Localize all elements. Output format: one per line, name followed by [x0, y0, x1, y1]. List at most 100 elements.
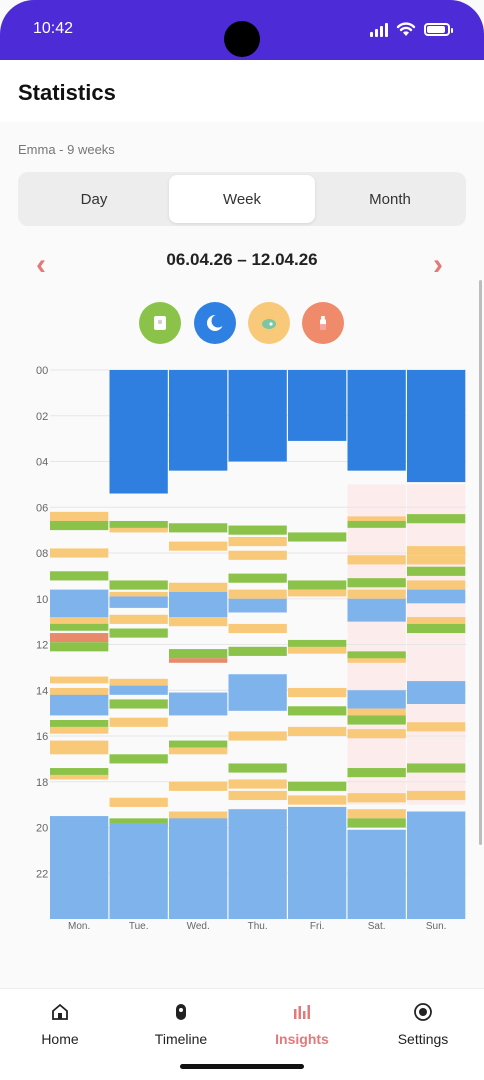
- event-diaper[interactable]: [169, 740, 228, 750]
- event-feeding[interactable]: [347, 658, 406, 663]
- event-sleep_light[interactable]: [228, 809, 287, 919]
- event-diaper[interactable]: [228, 646, 287, 656]
- event-feeding[interactable]: [228, 536, 287, 547]
- event-sleep_light[interactable]: [347, 690, 406, 709]
- event-sleep_light[interactable]: [347, 598, 406, 622]
- nav-home[interactable]: Home: [5, 1001, 115, 1049]
- event-sleep_light[interactable]: [109, 822, 168, 919]
- event-feeding[interactable]: [288, 726, 347, 736]
- event-sleep_light[interactable]: [169, 692, 228, 716]
- filter-feeding[interactable]: [248, 302, 290, 344]
- event-feeding[interactable]: [407, 546, 466, 556]
- event-feeding[interactable]: [50, 511, 109, 521]
- event-feeding[interactable]: [50, 548, 109, 558]
- event-diaper[interactable]: [50, 642, 109, 652]
- filter-diaper[interactable]: [139, 302, 181, 344]
- event-feeding[interactable]: [169, 781, 228, 791]
- event-feeding[interactable]: [169, 541, 228, 551]
- event-feeding[interactable]: [228, 731, 287, 741]
- event-feeding[interactable]: [109, 678, 168, 688]
- event-sleep_light[interactable]: [288, 806, 347, 919]
- event-diaper[interactable]: [347, 651, 406, 661]
- event-diaper[interactable]: [50, 768, 109, 778]
- event-feeding[interactable]: [288, 795, 347, 805]
- event-diaper[interactable]: [288, 580, 347, 590]
- event-diaper[interactable]: [288, 781, 347, 791]
- event-feeding[interactable]: [228, 779, 287, 789]
- event-feeding[interactable]: [347, 555, 406, 565]
- event-sleep_light[interactable]: [407, 811, 466, 919]
- event-feeding[interactable]: [407, 617, 466, 624]
- event-sleep_dark[interactable]: [169, 370, 228, 471]
- event-sleep_light[interactable]: [109, 596, 168, 608]
- event-feeding[interactable]: [407, 555, 466, 565]
- event-diaper[interactable]: [347, 768, 406, 778]
- event-feeding[interactable]: [407, 790, 466, 801]
- nav-timeline[interactable]: Timeline: [126, 1001, 236, 1049]
- filter-bottle[interactable]: [302, 302, 344, 344]
- event-diaper[interactable]: [109, 699, 168, 709]
- event-diaper[interactable]: [347, 715, 406, 725]
- event-feeding[interactable]: [228, 550, 287, 560]
- event-diaper[interactable]: [228, 763, 287, 773]
- event-feeding[interactable]: [347, 793, 406, 803]
- event-feeding[interactable]: [50, 676, 109, 684]
- event-sleep_light[interactable]: [407, 681, 466, 704]
- event-bottle[interactable]: [169, 658, 228, 663]
- event-feeding[interactable]: [288, 687, 347, 698]
- event-feeding[interactable]: [50, 617, 109, 627]
- event-diaper[interactable]: [407, 763, 466, 773]
- event-diaper[interactable]: [50, 520, 109, 531]
- tab-month[interactable]: Month: [369, 190, 411, 208]
- nav-settings[interactable]: Settings: [368, 1001, 478, 1049]
- event-feeding[interactable]: [50, 774, 109, 780]
- tab-day[interactable]: Day: [80, 190, 108, 208]
- event-diaper[interactable]: [109, 754, 168, 764]
- event-diaper[interactable]: [109, 580, 168, 590]
- event-feeding[interactable]: [347, 516, 406, 524]
- chevron-right-icon[interactable]: ›: [433, 248, 443, 281]
- event-diaper[interactable]: [228, 573, 287, 583]
- event-sleep_light[interactable]: [169, 818, 228, 919]
- event-diaper[interactable]: [347, 818, 406, 828]
- scrollbar[interactable]: [479, 280, 482, 845]
- event-diaper[interactable]: [50, 571, 109, 581]
- event-sleep_light[interactable]: [228, 674, 287, 711]
- tab-week[interactable]: Week: [169, 175, 315, 223]
- event-sleep_light[interactable]: [50, 694, 109, 716]
- event-diaper[interactable]: [407, 566, 466, 576]
- chevron-left-icon[interactable]: ‹: [36, 248, 46, 281]
- event-feeding[interactable]: [109, 527, 168, 533]
- nav-insights[interactable]: Insights: [247, 1001, 357, 1049]
- event-feeding[interactable]: [109, 614, 168, 624]
- event-sleep_light[interactable]: [50, 589, 109, 620]
- event-diaper[interactable]: [169, 523, 228, 533]
- event-feeding[interactable]: [109, 591, 168, 597]
- event-diaper[interactable]: [347, 520, 406, 528]
- event-sleep_light[interactable]: [109, 685, 168, 695]
- event-diaper[interactable]: [109, 628, 168, 638]
- event-diaper[interactable]: [288, 532, 347, 542]
- event-feeding[interactable]: [347, 589, 406, 599]
- event-diaper[interactable]: [50, 623, 109, 631]
- event-bottle[interactable]: [50, 633, 109, 643]
- event-feeding[interactable]: [169, 617, 228, 627]
- event-sleep_light[interactable]: [407, 589, 466, 604]
- event-feeding[interactable]: [169, 747, 228, 755]
- event-sleep_light[interactable]: [169, 591, 228, 618]
- event-diaper[interactable]: [407, 514, 466, 524]
- event-feeding[interactable]: [347, 708, 406, 716]
- event-feeding[interactable]: [228, 790, 287, 801]
- event-sleep_dark[interactable]: [407, 370, 466, 483]
- event-feeding[interactable]: [288, 646, 347, 654]
- event-feeding[interactable]: [169, 811, 228, 821]
- event-sleep_light[interactable]: [347, 829, 406, 919]
- event-feeding[interactable]: [50, 726, 109, 734]
- event-feeding[interactable]: [50, 740, 109, 755]
- event-feeding[interactable]: [347, 729, 406, 739]
- event-sleep_light[interactable]: [50, 816, 109, 919]
- event-feeding[interactable]: [228, 589, 287, 599]
- event-diaper[interactable]: [288, 706, 347, 716]
- filter-sleep[interactable]: [194, 302, 236, 344]
- event-feeding[interactable]: [228, 623, 287, 634]
